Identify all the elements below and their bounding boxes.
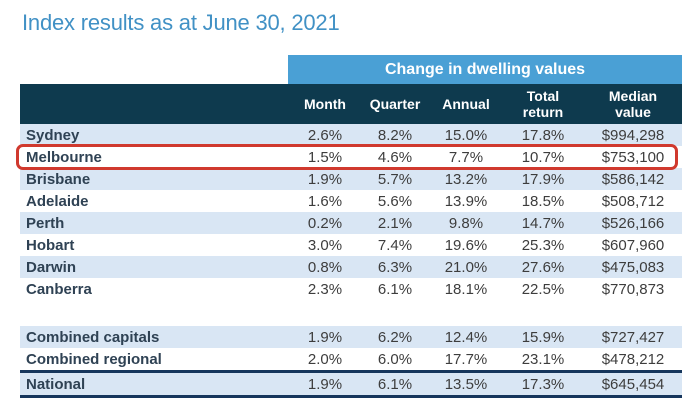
cell-annual: 7.7% bbox=[448, 148, 484, 166]
column-header-row: Month Quarter Annual Total return Median… bbox=[20, 84, 682, 124]
cell-month: 0.8% bbox=[307, 258, 343, 276]
cell-median-value: $586,142 bbox=[601, 170, 665, 188]
cell-quarter: 4.6% bbox=[377, 148, 413, 166]
row-label: Darwin bbox=[26, 258, 77, 276]
index-results-table: Change in dwelling values Month Quarter … bbox=[16, 55, 682, 398]
header-month: Month bbox=[304, 95, 346, 112]
table-row-brisbane: Brisbane 1.9% 5.7% 13.2% 17.9% $586,142 bbox=[20, 168, 682, 190]
row-label: Perth bbox=[26, 214, 65, 232]
cell-annual: 15.0% bbox=[444, 126, 488, 144]
cell-annual: 13.2% bbox=[444, 170, 488, 188]
cell-quarter: 6.3% bbox=[377, 258, 413, 276]
cell-median-value: $475,083 bbox=[601, 258, 665, 276]
row-label: Combined regional bbox=[26, 350, 162, 368]
group-header-banner: Change in dwelling values bbox=[288, 55, 682, 84]
cell-total-return: 22.5% bbox=[521, 280, 565, 298]
cell-month: 1.6% bbox=[307, 192, 343, 210]
cell-total-return: 14.7% bbox=[521, 214, 565, 232]
cell-median-value: $727,427 bbox=[601, 328, 665, 346]
cell-total-return: 10.7% bbox=[521, 148, 565, 166]
cell-total-return: 18.5% bbox=[521, 192, 565, 210]
cell-quarter: 5.7% bbox=[377, 170, 413, 188]
cell-median-value: $508,712 bbox=[601, 192, 665, 210]
row-label: Combined capitals bbox=[26, 328, 160, 346]
cell-annual: 18.1% bbox=[444, 280, 488, 298]
cell-median-value: $526,166 bbox=[601, 214, 665, 232]
row-label: Melbourne bbox=[26, 148, 102, 166]
cell-quarter: 5.6% bbox=[377, 192, 413, 210]
cell-month: 2.0% bbox=[307, 350, 343, 368]
divider-rule bbox=[20, 395, 682, 398]
cell-month: 1.9% bbox=[307, 170, 343, 188]
cell-quarter: 6.2% bbox=[377, 328, 413, 346]
row-label: Hobart bbox=[26, 236, 75, 254]
cell-annual: 13.5% bbox=[444, 375, 488, 393]
table-row-sydney: Sydney 2.6% 8.2% 15.0% 17.8% $994,298 bbox=[20, 124, 682, 146]
cell-quarter: 6.0% bbox=[377, 350, 413, 368]
spacer-row bbox=[20, 300, 682, 326]
table-row-adelaide: Adelaide 1.6% 5.6% 13.9% 18.5% $508,712 bbox=[20, 190, 682, 212]
table-row-hobart: Hobart 3.0% 7.4% 19.6% 25.3% $607,960 bbox=[20, 234, 682, 256]
cell-month: 2.3% bbox=[307, 280, 343, 298]
row-label: National bbox=[26, 375, 86, 393]
cell-total-return: 17.3% bbox=[521, 375, 565, 393]
cell-month: 0.2% bbox=[307, 214, 343, 232]
cell-total-return: 17.8% bbox=[521, 126, 565, 144]
cell-median-value: $994,298 bbox=[601, 126, 665, 144]
row-label: Brisbane bbox=[26, 170, 91, 188]
table-row-national: National 1.9% 6.1% 13.5% 17.3% $645,454 bbox=[20, 373, 682, 395]
cell-month: 1.9% bbox=[307, 375, 343, 393]
cell-month: 2.6% bbox=[307, 126, 343, 144]
table-row-combined-capitals: Combined capitals 1.9% 6.2% 12.4% 15.9% … bbox=[20, 326, 682, 348]
cell-median-value: $607,960 bbox=[601, 236, 665, 254]
table-row-canberra: Canberra 2.3% 6.1% 18.1% 22.5% $770,873 bbox=[20, 278, 682, 300]
row-label: Canberra bbox=[26, 280, 92, 298]
divider-rule bbox=[20, 370, 682, 373]
cell-median-value: $478,212 bbox=[601, 350, 665, 368]
cell-quarter: 6.1% bbox=[377, 375, 413, 393]
header-quarter: Quarter bbox=[369, 95, 421, 112]
cell-quarter: 7.4% bbox=[377, 236, 413, 254]
cell-month: 3.0% bbox=[307, 236, 343, 254]
table-row-combined-regional: Combined regional 2.0% 6.0% 17.7% 23.1% … bbox=[20, 348, 682, 370]
cell-total-return: 23.1% bbox=[521, 350, 565, 368]
table-row-darwin: Darwin 0.8% 6.3% 21.0% 27.6% $475,083 bbox=[20, 256, 682, 278]
cell-total-return: 27.6% bbox=[521, 258, 565, 276]
page-title: Index results as at June 30, 2021 bbox=[22, 10, 340, 35]
cell-annual: 9.8% bbox=[448, 214, 484, 232]
cell-total-return: 25.3% bbox=[521, 236, 565, 254]
header-total-return: Total return bbox=[522, 87, 564, 120]
cell-annual: 21.0% bbox=[444, 258, 488, 276]
cell-month: 1.9% bbox=[307, 328, 343, 346]
cell-month: 1.5% bbox=[307, 148, 343, 166]
header-median-value: Median value bbox=[608, 87, 658, 120]
table-row-perth: Perth 0.2% 2.1% 9.8% 14.7% $526,166 bbox=[20, 212, 682, 234]
cell-median-value: $645,454 bbox=[601, 375, 665, 393]
cell-total-return: 15.9% bbox=[521, 328, 565, 346]
cell-annual: 19.6% bbox=[444, 236, 488, 254]
table-row-melbourne: Melbourne 1.5% 4.6% 7.7% 10.7% $753,100 bbox=[16, 144, 682, 170]
table-body: Sydney 2.6% 8.2% 15.0% 17.8% $994,298 Me… bbox=[16, 124, 682, 398]
cell-median-value: $770,873 bbox=[601, 280, 665, 298]
cell-median-value: $753,100 bbox=[601, 148, 665, 166]
cell-annual: 13.9% bbox=[444, 192, 488, 210]
cell-annual: 12.4% bbox=[444, 328, 488, 346]
cell-total-return: 17.9% bbox=[521, 170, 565, 188]
cell-quarter: 2.1% bbox=[377, 214, 413, 232]
cell-quarter: 6.1% bbox=[377, 280, 413, 298]
cell-annual: 17.7% bbox=[444, 350, 488, 368]
header-annual: Annual bbox=[442, 95, 490, 112]
cell-quarter: 8.2% bbox=[377, 126, 413, 144]
row-label: Adelaide bbox=[26, 192, 89, 210]
row-label: Sydney bbox=[26, 126, 80, 144]
